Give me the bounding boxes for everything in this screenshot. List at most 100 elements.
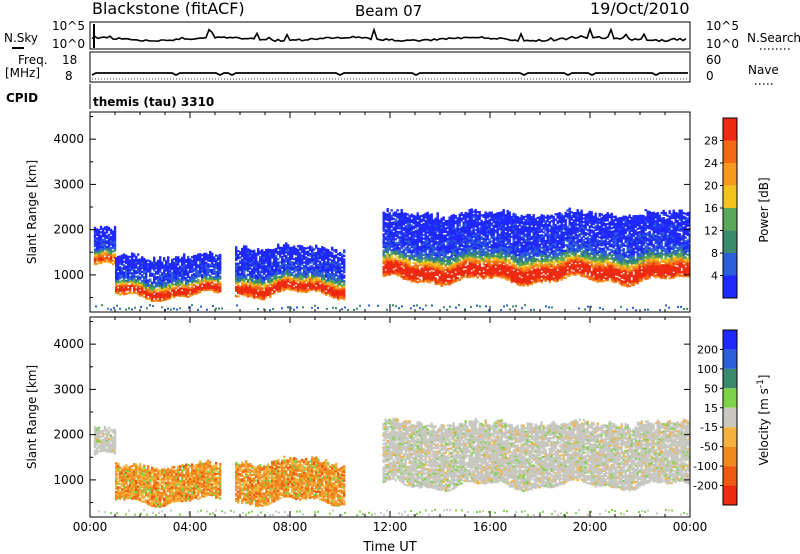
power-cell [241, 253, 244, 256]
power-cell [291, 284, 294, 287]
power-cell [410, 229, 413, 233]
power-cell [434, 270, 437, 273]
power-cell [317, 267, 320, 270]
power-cell [468, 241, 471, 244]
power-cell [249, 291, 252, 294]
power-cell [454, 276, 457, 279]
power-cell [275, 247, 278, 251]
power-cell [430, 222, 433, 225]
power-cell [193, 254, 196, 258]
power-cell [133, 255, 136, 258]
power-cell [492, 255, 495, 258]
freq-tick-high: 18 [62, 53, 77, 67]
power-cell [333, 260, 336, 263]
power-cell [396, 268, 399, 272]
power-cell [261, 296, 264, 299]
power-cell [293, 258, 296, 261]
power-cell [121, 254, 124, 257]
power-cell [97, 254, 101, 257]
power-cell [343, 269, 346, 272]
power-cell [454, 242, 457, 245]
power-cell [301, 267, 304, 270]
power-cell [424, 265, 427, 268]
power-cell [530, 272, 533, 275]
power-cell [117, 259, 120, 262]
power-cell [430, 235, 433, 238]
power-cell [191, 267, 194, 270]
power-cell [219, 272, 222, 275]
power-cell [263, 261, 266, 265]
power-cell [504, 253, 507, 257]
power-cell [115, 275, 118, 278]
power-cell [430, 244, 433, 247]
power-cell [335, 279, 338, 282]
power-cell [526, 260, 529, 264]
power-cell [205, 272, 208, 275]
power-cell [396, 250, 399, 254]
power-cell [207, 274, 210, 277]
power-cell [452, 250, 455, 253]
power-cell [382, 213, 385, 216]
power-cell [245, 249, 248, 252]
power-cell [137, 280, 140, 283]
power-cell [297, 286, 300, 290]
power-cell [394, 269, 397, 272]
power-cell [303, 265, 306, 268]
power-cell [506, 213, 509, 216]
power-cell [514, 257, 517, 260]
power-cell [153, 256, 156, 259]
power-cell [305, 285, 308, 288]
power-cell [191, 274, 194, 277]
power-cell [476, 270, 479, 273]
power-cell [109, 237, 113, 241]
power-cell [185, 266, 188, 269]
power-cell [325, 268, 328, 271]
nsky-tick-high: 10^5 [52, 19, 85, 33]
power-cell [486, 274, 489, 277]
power-cell [245, 254, 248, 257]
power-cell [480, 237, 483, 241]
power-cell [295, 256, 298, 260]
power-cell [502, 230, 505, 233]
power-cell [390, 223, 393, 227]
power-cell [163, 291, 166, 294]
power-cell [414, 249, 417, 253]
power-cell [319, 248, 322, 251]
power-cell [307, 263, 310, 266]
power-cell [476, 247, 479, 250]
power-cell [398, 259, 401, 263]
power-cell [506, 264, 509, 267]
power-cell [382, 246, 385, 249]
power-cell [117, 284, 120, 288]
power-cell [524, 240, 527, 244]
power-cell [187, 281, 190, 284]
power-cell [115, 282, 118, 285]
power-cell [404, 261, 407, 264]
power-cell [215, 288, 218, 292]
power-cell [277, 261, 280, 264]
power-cell [388, 237, 391, 240]
power-cell [119, 275, 122, 278]
power-cell [299, 268, 302, 271]
power-cell [462, 273, 465, 277]
power-cell [474, 229, 477, 232]
power-cell [189, 292, 192, 295]
power-cell [299, 248, 302, 251]
power-cell [484, 244, 487, 247]
freq-panel: Freq. [MHz] 18 8 Nave 60 0 [5, 51, 779, 85]
power-cell [101, 251, 105, 254]
power-cell [418, 278, 421, 281]
power-cell [195, 292, 198, 296]
power-cell [436, 253, 439, 257]
power-cell [382, 240, 385, 243]
power-cell [151, 285, 154, 288]
power-cell [430, 245, 433, 249]
power-cell [179, 289, 182, 292]
power-cell [157, 261, 160, 264]
power-cell [522, 224, 525, 228]
power-cell [436, 255, 439, 258]
power-cell [404, 257, 407, 261]
power-cell [177, 292, 180, 295]
power-cell [173, 265, 176, 268]
power-cell [390, 209, 393, 212]
